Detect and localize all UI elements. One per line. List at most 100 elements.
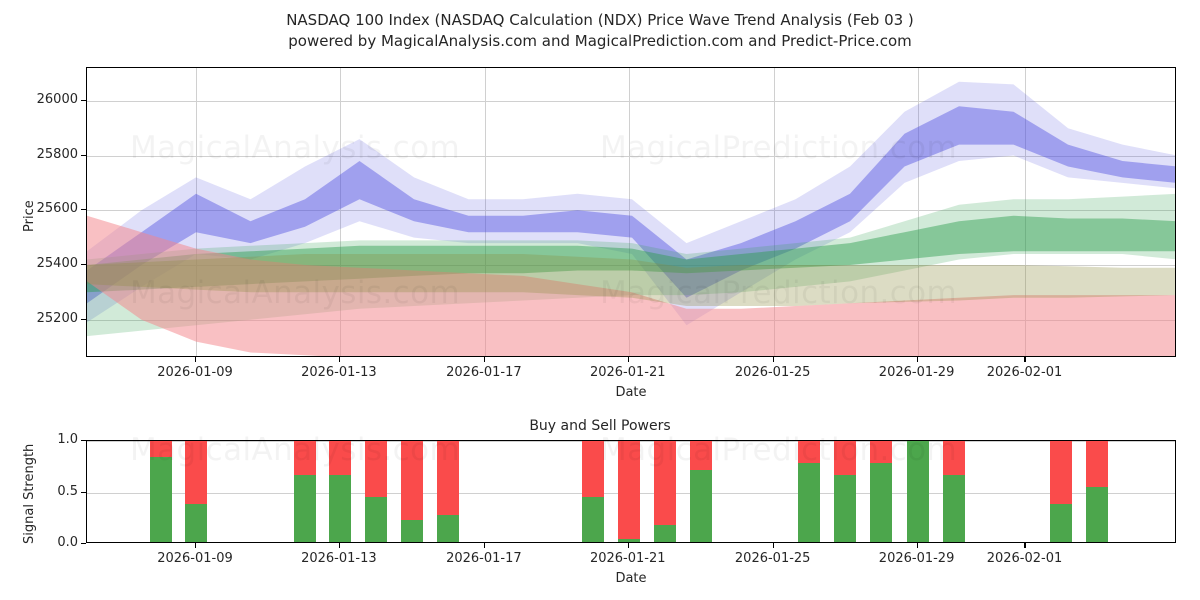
price-y-axis-title: Price	[22, 200, 37, 232]
bar-xtick-label: 2026-01-13	[301, 551, 377, 566]
bar-segment-buy	[1086, 487, 1109, 542]
price-gridline-v	[628, 68, 630, 356]
price-xtick-mark	[195, 357, 197, 362]
bar-plot-area	[87, 441, 1175, 542]
price-xtick-label: 2026-01-25	[734, 365, 811, 380]
price-band-blue-wave-outer	[87, 81, 1175, 326]
bar-xtick-mark	[772, 543, 774, 548]
bar-segment-sell	[364, 441, 387, 497]
bar-xtick-label: 2026-01-25	[734, 551, 811, 566]
price-xtick-mark	[1024, 357, 1026, 362]
bar-segment-buy	[185, 503, 207, 542]
price-band-pink-band	[87, 215, 1175, 356]
bar-segment-sell	[942, 441, 965, 476]
bar-segment-sell	[869, 441, 892, 464]
bar-segment-sell	[294, 441, 316, 476]
bar-column[interactable]	[942, 441, 965, 542]
bar-xtick-mark	[1024, 543, 1026, 548]
price-gridline-v	[339, 68, 341, 356]
bar-column[interactable]	[833, 441, 856, 542]
bar-segment-buy	[150, 457, 173, 542]
bar-segment-buy	[617, 538, 640, 542]
price-wave-chart	[86, 67, 1176, 357]
price-band-blue-wave-core	[87, 106, 1175, 304]
buy-sell-powers-chart	[86, 440, 1176, 543]
bar-column[interactable]	[869, 441, 892, 542]
price-ytick-label: 25600	[36, 201, 78, 217]
bar-segment-buy	[364, 496, 387, 542]
price-xtick-label: 2026-01-17	[446, 365, 522, 380]
bar-column[interactable]	[1086, 441, 1109, 542]
bar-column[interactable]	[1050, 441, 1073, 542]
title-line-1: NASDAQ 100 Index (NASDAQ Calculation (ND…	[286, 11, 914, 29]
bar-ytick-label: 0.0	[57, 535, 78, 550]
bar-segment-sell	[797, 441, 820, 464]
bar-xtick-mark	[627, 543, 629, 548]
bar-column[interactable]	[436, 441, 459, 542]
bar-segment-sell	[400, 441, 423, 520]
bar-column[interactable]	[797, 441, 820, 542]
price-gridline-v	[1025, 68, 1027, 356]
price-gridline-v	[196, 68, 197, 356]
bar-column[interactable]	[400, 441, 423, 542]
bar-column[interactable]	[185, 441, 207, 542]
price-ytick-mark	[81, 154, 86, 156]
bar-column[interactable]	[617, 441, 640, 542]
bar-xtick-mark	[338, 543, 341, 548]
bar-column[interactable]	[581, 441, 604, 542]
price-xtick-mark	[338, 357, 341, 362]
bar-ytick-mark	[81, 543, 86, 545]
bar-segment-buy	[833, 475, 856, 542]
price-xtick-mark	[916, 357, 918, 362]
bar-column[interactable]	[653, 441, 676, 542]
page-title: NASDAQ 100 Index (NASDAQ Calculation (ND…	[0, 10, 1200, 52]
bar-segment-sell	[617, 441, 640, 539]
bar-segment-sell	[436, 441, 459, 515]
bar-xtick-mark	[195, 543, 197, 548]
bars-chart-title: Buy and Sell Powers	[529, 418, 671, 434]
price-gridline-v	[773, 68, 775, 356]
bar-segment-sell	[581, 441, 604, 497]
bar-segment-buy	[942, 475, 965, 542]
bar-xtick-mark	[916, 543, 918, 548]
bar-segment-sell	[689, 441, 712, 471]
bar-segment-sell	[328, 441, 351, 476]
bar-column[interactable]	[294, 441, 316, 542]
bar-column[interactable]	[906, 441, 929, 542]
bar-segment-buy	[400, 519, 423, 542]
price-xtick-label: 2026-01-29	[878, 365, 955, 380]
price-xtick-mark	[627, 357, 629, 362]
price-xtick-label: 2026-01-13	[301, 365, 377, 380]
price-ytick-mark	[81, 263, 86, 266]
bar-segment-buy	[689, 470, 712, 542]
price-band-layer	[87, 81, 1175, 356]
bar-segment-buy	[328, 475, 351, 542]
price-gridline-v	[484, 68, 486, 356]
bar-xtick-label: 2026-01-17	[446, 551, 522, 566]
bar-column[interactable]	[364, 441, 387, 542]
bar-column[interactable]	[328, 441, 351, 542]
title-line-2: powered by MagicalAnalysis.com and Magic…	[288, 32, 912, 50]
bar-column[interactable]	[689, 441, 712, 542]
bar-segment-buy	[797, 463, 820, 542]
bar-ytick-mark	[81, 440, 86, 442]
bar-xtick-label: 2026-01-21	[589, 551, 666, 566]
bar-segment-buy	[294, 475, 316, 542]
bar-segment-buy	[869, 463, 892, 542]
bar-segment-sell	[653, 441, 676, 525]
bar-segment-sell	[150, 441, 173, 458]
price-plot-area	[87, 68, 1175, 356]
bar-xtick-label: 2026-01-29	[878, 551, 955, 566]
price-ytick-label: 26000	[36, 91, 78, 107]
bar-column[interactable]	[150, 441, 173, 542]
price-ytick-label: 25800	[36, 146, 78, 162]
price-xtick-mark	[483, 357, 486, 362]
price-xtick-label: 2026-02-01	[986, 365, 1063, 380]
price-gridline-v	[917, 68, 919, 356]
price-ytick-label: 25400	[36, 255, 78, 271]
bar-segment-sell	[833, 441, 856, 476]
price-ytick-mark	[81, 318, 86, 320]
price-xtick-mark	[772, 357, 774, 362]
price-ytick-label: 25200	[36, 310, 78, 326]
